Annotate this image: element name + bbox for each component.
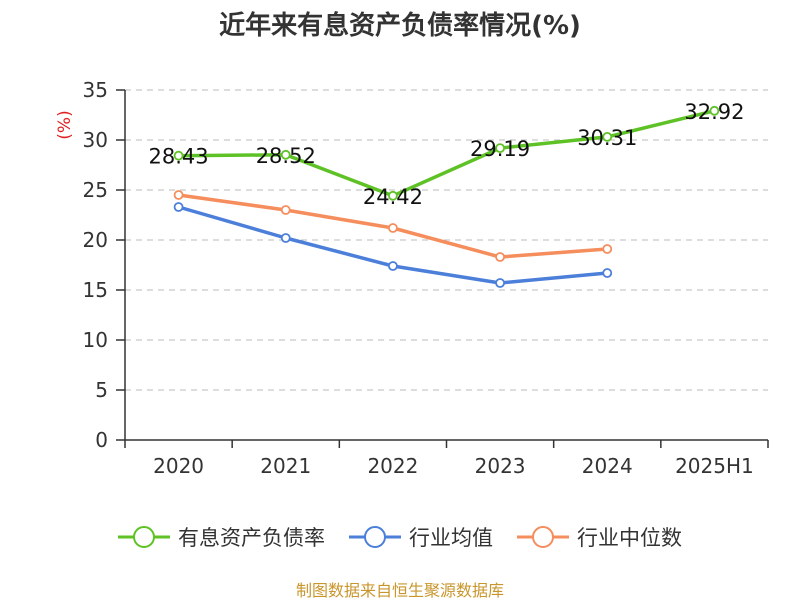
legend-swatch-marker [133, 526, 155, 548]
series-lines [173, 105, 720, 288]
y-tick-label: 15 [83, 278, 108, 302]
data-point-0 [709, 105, 720, 116]
x-tick-label: 2025H1 [675, 454, 754, 478]
data-point-0 [280, 149, 291, 160]
legend: 有息资产负债率 行业均值 行业中位数 [118, 526, 682, 550]
data-point-1 [495, 278, 505, 288]
y-tick-label: 10 [83, 328, 108, 352]
data-label: 24.42 [363, 185, 423, 209]
legend-item-2: 行业中位数 [517, 526, 682, 550]
data-point-0 [495, 143, 505, 154]
source-footnote: 制图数据来自恒生聚源数据库 [296, 581, 504, 600]
x-tick-label: 2022 [367, 454, 418, 478]
data-label: 30.31 [577, 126, 637, 150]
data-label: 32.92 [684, 100, 744, 124]
data-point-1 [602, 268, 613, 278]
data-point-1 [388, 261, 398, 271]
data-point-0 [602, 131, 613, 142]
y-tick-label: 5 [95, 378, 108, 402]
data-label: 28.52 [256, 144, 316, 168]
y-tick-label: 35 [83, 78, 108, 102]
y-tick-label: 30 [83, 128, 108, 152]
data-point-2 [495, 252, 505, 262]
x-tick-label: 2024 [582, 454, 633, 478]
data-labels: 28.43 28.52 24.42 29.19 30.31 32.92 [149, 100, 745, 209]
y-tick-label: 25 [83, 178, 108, 202]
data-point-0 [388, 190, 398, 201]
data-point-2 [388, 223, 398, 233]
legend-item-1: 行业均值 [349, 526, 493, 550]
y-axis-label: (%) [55, 110, 75, 139]
series-line-1 [176, 205, 609, 285]
legend-label: 有息资产负债率 [178, 526, 325, 550]
chart-title: 近年来有息资产负债率情况(%) [219, 10, 581, 41]
series-line-0 [176, 109, 717, 198]
x-tick-label: 2021 [260, 454, 311, 478]
y-tick-label: 20 [83, 228, 108, 252]
axes: 0 5 10 15 20 25 30 35 2020 2021 2022 2023 2024 2025H1 [83, 78, 769, 478]
data-point-0 [173, 150, 184, 161]
data-label: 29.19 [470, 137, 530, 161]
data-point-2 [280, 205, 291, 215]
legend-item-0: 有息资产负债率 [118, 526, 325, 550]
legend-label: 行业中位数 [577, 526, 682, 550]
legend-swatch-marker [364, 526, 386, 548]
data-label: 28.43 [149, 145, 209, 169]
legend-label: 行业均值 [409, 526, 493, 550]
data-point-1 [173, 202, 184, 212]
y-tick-label: 0 [95, 428, 108, 452]
legend-swatch-marker [532, 526, 554, 548]
x-tick-label: 2020 [153, 454, 204, 478]
data-point-2 [173, 190, 184, 200]
data-point-2 [602, 244, 613, 254]
data-point-1 [280, 233, 291, 243]
x-tick-label: 2023 [475, 454, 526, 478]
gridlines [125, 89, 768, 391]
